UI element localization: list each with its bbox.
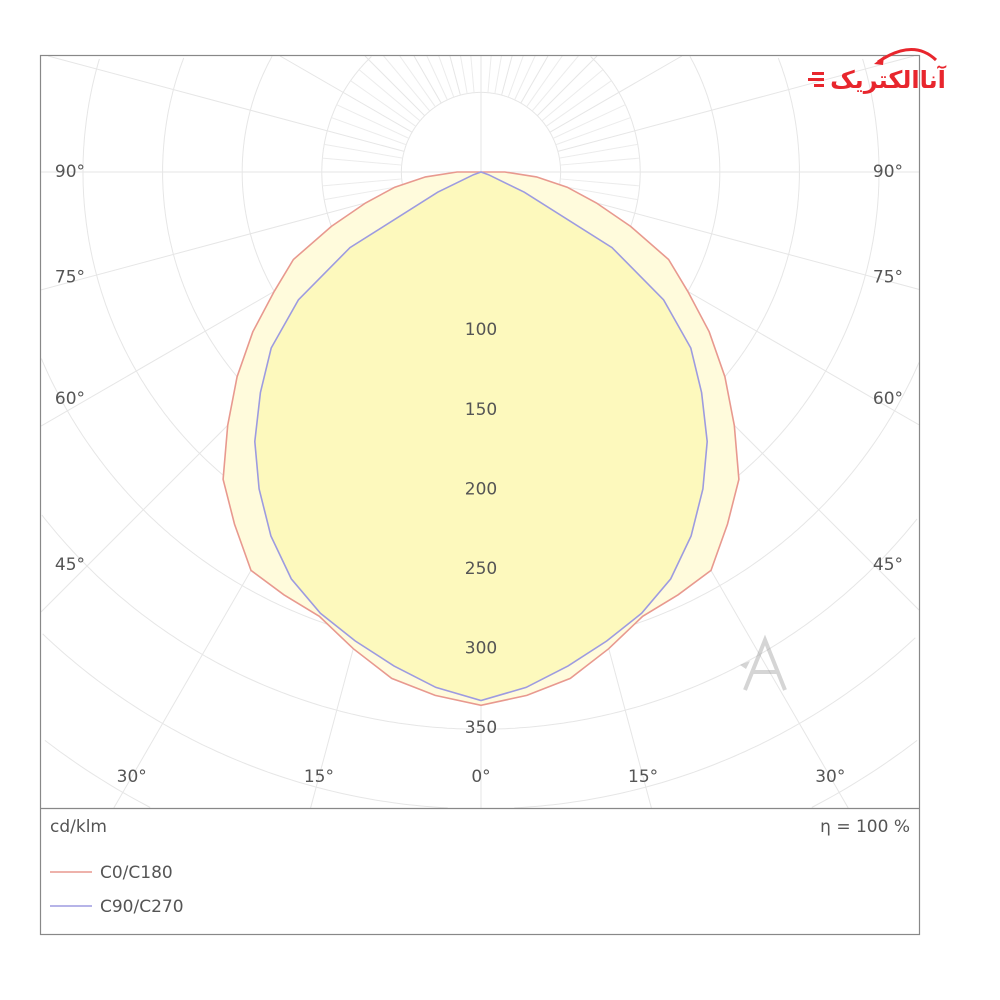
grid-spoke [557, 192, 919, 290]
grid-spoke [536, 56, 598, 117]
series-fill-c90-c270 [254, 172, 708, 701]
grid-ring [42, 633, 916, 808]
grid-ring [41, 514, 918, 730]
angle-label-left: 15° [304, 767, 334, 787]
grid-spoke-minor [324, 143, 403, 159]
grid-spoke [47, 56, 405, 152]
grid-spoke [520, 56, 549, 104]
grid-spoke-minor [487, 56, 492, 93]
radial-tick-labels: 100 150 200 250 300 350 [465, 320, 497, 738]
angle-label-right: 15° [628, 767, 658, 787]
angle-label-right: 75° [873, 267, 903, 287]
angle-label-left: 45° [55, 555, 85, 575]
grid-spoke-minor [331, 117, 407, 146]
angle-label-center: 0° [471, 767, 490, 787]
grid-spoke-minor [358, 69, 421, 122]
legend-label-c90-c270: C90/C270 [100, 897, 184, 917]
angle-label-right: 60° [873, 389, 903, 409]
grid-spoke [557, 56, 915, 152]
grid-spoke-minor [336, 104, 410, 139]
grid-spoke-minor [350, 80, 417, 127]
grid-spoke-minor [514, 56, 536, 101]
grid-spoke [364, 56, 426, 117]
grid-spoke-minor [552, 104, 626, 139]
grid-spoke-minor [460, 56, 468, 94]
watermark-logo-icon [740, 634, 787, 691]
grid-spoke-minor [322, 157, 402, 166]
grid-spoke-minor [426, 56, 448, 101]
angle-label-right: 90° [873, 162, 903, 182]
grid-spoke [449, 56, 461, 96]
series-line-c90-c270 [253, 171, 709, 702]
efficiency-label: η = 100 % [820, 817, 910, 837]
grid-spoke-minor [560, 178, 640, 187]
curves [222, 171, 740, 707]
grid-spoke-minor [399, 56, 436, 108]
radial-tick-label: 350 [465, 718, 497, 738]
grid-spoke-minor [531, 56, 579, 112]
grid-spoke [41, 192, 405, 291]
angle-label-left: 60° [55, 389, 85, 409]
grid-spoke-minor [545, 80, 612, 127]
radial-tick-label: 100 [465, 320, 497, 340]
grid-spoke [279, 56, 413, 133]
brand-logo: آناالکتریک [808, 48, 947, 94]
unit-label: cd/klm [50, 817, 107, 837]
grid-spoke-minor [324, 185, 403, 201]
grid-spoke-minor [494, 56, 502, 94]
grid-spoke [501, 56, 513, 96]
grid-spoke [549, 56, 683, 133]
grid-spoke-minor [559, 143, 638, 159]
legend-label-c0-c180: C0/C180 [100, 863, 173, 883]
grid-spoke-minor [438, 56, 455, 98]
angle-label-right: 30° [815, 767, 845, 787]
grid-spoke-minor [541, 69, 604, 122]
grid-spoke-minor [559, 185, 638, 201]
radial-tick-label: 300 [465, 639, 497, 659]
angle-label-left: 75° [55, 267, 85, 287]
grid-spoke-minor [383, 56, 431, 112]
grid-ring [44, 739, 918, 808]
svg-text:آناالکتریک: آناالکتریک [830, 65, 947, 94]
grid-spoke-minor [322, 178, 402, 187]
chart-frame [39, 54, 921, 936]
grid-spoke-minor [507, 56, 524, 98]
angle-label-left: 90° [55, 162, 85, 182]
radial-tick-label: 250 [465, 559, 497, 579]
angle-label-left: 30° [117, 767, 147, 787]
series-line-c0-c180 [222, 171, 740, 707]
grid-spoke-minor [470, 56, 475, 93]
angle-labels: 90° 90° 75° 75° 60° 60° 45° 45° 30° 30° 15° 15° 0° [55, 162, 903, 787]
radial-tick-label: 150 [465, 400, 497, 420]
grid-spoke-minor [555, 117, 631, 146]
grid-spoke [413, 56, 442, 104]
grid-spoke-minor [560, 157, 640, 166]
radial-tick-label: 200 [465, 479, 497, 499]
grid-spoke-minor [526, 56, 563, 108]
angle-label-right: 45° [873, 555, 903, 575]
